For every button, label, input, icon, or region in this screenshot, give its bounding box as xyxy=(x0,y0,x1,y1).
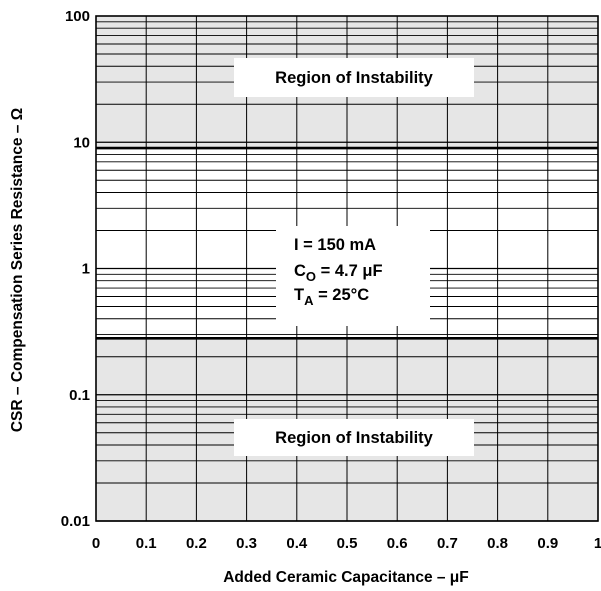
x-tick-label: 0.1 xyxy=(136,535,157,552)
x-tick-label: 0.7 xyxy=(437,535,458,552)
condition-temperature: TA = 25°C xyxy=(294,286,369,308)
x-tick-label: 0.8 xyxy=(487,535,508,552)
x-tick-label: 0.2 xyxy=(186,535,207,552)
x-tick-label: 0.3 xyxy=(236,535,257,552)
y-tick-label: 0.1 xyxy=(69,387,90,404)
x-tick-label: 0.4 xyxy=(286,535,308,552)
boundary-lines xyxy=(96,146,598,340)
plot-frame xyxy=(95,15,599,522)
region-label-lower: Region of Instability xyxy=(275,429,433,447)
x-tick-label: 0.9 xyxy=(537,535,558,552)
y-tick-label: 0.01 xyxy=(61,513,90,530)
y-tick-label: 10 xyxy=(73,134,90,151)
region-label-bg-lower xyxy=(234,419,474,456)
x-axis-title: Added Ceramic Capacitance – μF xyxy=(223,569,469,586)
region-labels: Region of Instability Region of Instabil… xyxy=(234,58,474,456)
y-tick-label: 100 xyxy=(65,8,90,25)
y-tick-label: 1 xyxy=(82,261,90,278)
y-axis-title: CSR – Compensation Series Resistance – Ω xyxy=(9,108,26,432)
x-tick-label: 0.5 xyxy=(337,535,358,552)
condition-current: I = 150 mA xyxy=(294,236,376,254)
condition-capacitance: CO = 4.7 μF xyxy=(294,262,383,284)
x-tick-label: 1 xyxy=(594,535,601,552)
x-tick-labels: 0 0.1 0.2 0.3 0.4 0.5 0.6 0.7 0.8 0.9 1 xyxy=(92,535,601,552)
test-conditions: I = 150 mA CO = 4.7 μF TA = 25°C xyxy=(276,226,430,326)
region-label-upper: Region of Instability xyxy=(275,69,433,87)
x-tick-label: 0 xyxy=(92,535,100,552)
region-label-bg-upper xyxy=(234,58,474,97)
x-tick-label: 0.6 xyxy=(387,535,408,552)
y-tick-labels: 100 10 1 0.1 0.01 xyxy=(61,8,90,530)
conditions-bg xyxy=(276,226,430,326)
